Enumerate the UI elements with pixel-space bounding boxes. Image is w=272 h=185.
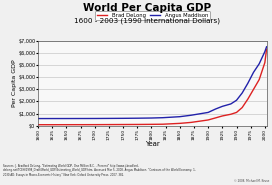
Angus Maddison	[93, 117, 96, 120]
Brad DeLong	[93, 124, 96, 126]
Angus Maddison	[190, 114, 193, 116]
Angus Maddison	[221, 105, 224, 107]
Legend: Brad DeLong, Angus Maddison: Brad DeLong, Angus Maddison	[95, 11, 210, 20]
Brad DeLong	[235, 111, 238, 114]
Angus Maddison	[246, 82, 249, 84]
Angus Maddison	[161, 117, 165, 119]
Brad DeLong	[107, 123, 111, 126]
Angus Maddison	[252, 71, 255, 73]
Line: Brad DeLong: Brad DeLong	[38, 49, 267, 125]
Brad DeLong	[190, 121, 193, 124]
Text: World Per Capita GDP: World Per Capita GDP	[83, 3, 211, 13]
Line: Angus Maddison: Angus Maddison	[38, 47, 267, 119]
Angus Maddison	[107, 117, 111, 120]
Angus Maddison	[235, 99, 238, 101]
X-axis label: Year: Year	[145, 141, 160, 147]
Brad DeLong	[122, 123, 125, 126]
Angus Maddison	[178, 116, 181, 118]
Brad DeLong	[51, 124, 54, 126]
Angus Maddison	[258, 63, 261, 65]
Angus Maddison	[51, 117, 54, 120]
Text: 1600 - 2003 (1990 International Dollars): 1600 - 2003 (1990 International Dollars)	[74, 18, 220, 24]
Brad DeLong	[136, 123, 139, 126]
Brad DeLong	[252, 88, 255, 90]
Brad DeLong	[265, 48, 268, 50]
Brad DeLong	[161, 123, 165, 125]
Angus Maddison	[214, 108, 217, 110]
Brad DeLong	[65, 124, 68, 126]
Angus Maddison	[79, 117, 82, 120]
Text: Sources: J. Bradford DeLong, "Estimating World GDP, One Million B.C. - Present" : Sources: J. Bradford DeLong, "Estimating…	[3, 164, 196, 177]
Brad DeLong	[229, 113, 233, 115]
Angus Maddison	[206, 111, 210, 114]
Brad DeLong	[36, 124, 40, 126]
Brad DeLong	[206, 119, 210, 121]
Angus Maddison	[150, 117, 153, 119]
Angus Maddison	[122, 117, 125, 120]
Brad DeLong	[178, 122, 181, 125]
Angus Maddison	[240, 92, 244, 94]
Brad DeLong	[79, 124, 82, 126]
Brad DeLong	[214, 117, 217, 119]
Brad DeLong	[240, 106, 244, 109]
Y-axis label: Per Capita GDP: Per Capita GDP	[12, 59, 17, 107]
Angus Maddison	[265, 46, 268, 48]
Brad DeLong	[150, 123, 153, 125]
Brad DeLong	[258, 78, 261, 81]
Angus Maddison	[263, 51, 267, 53]
Brad DeLong	[263, 61, 267, 64]
Angus Maddison	[229, 103, 233, 105]
Angus Maddison	[65, 117, 68, 120]
Angus Maddison	[36, 117, 40, 120]
Brad DeLong	[246, 98, 249, 100]
Brad DeLong	[221, 115, 224, 117]
Angus Maddison	[136, 117, 139, 119]
Text: © 2008, Michael M. Kruse: © 2008, Michael M. Kruse	[234, 179, 269, 183]
